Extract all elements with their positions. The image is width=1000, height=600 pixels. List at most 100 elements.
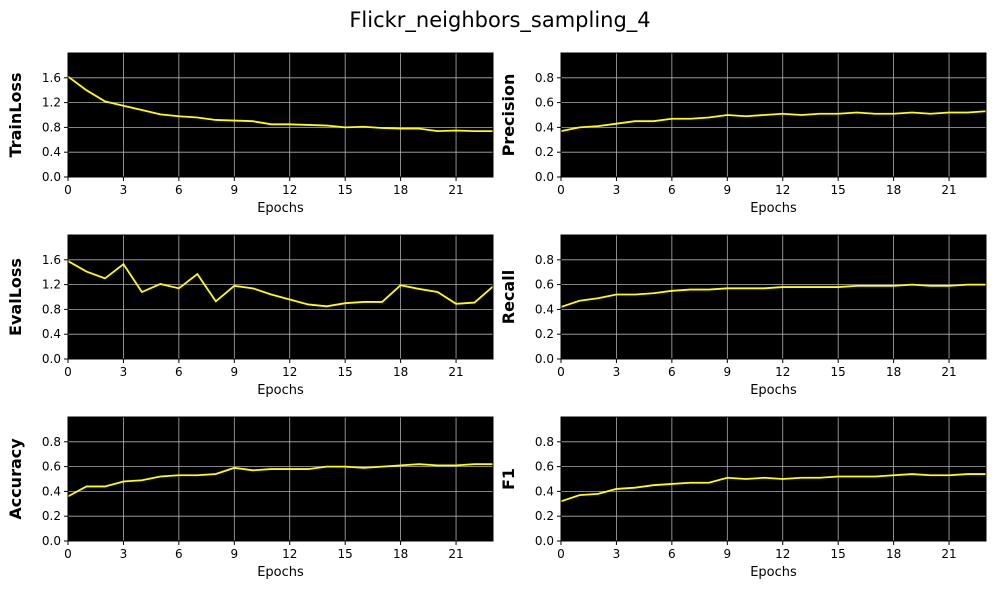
accuracy-xtick-label: 18 — [393, 547, 408, 561]
f1-series-line — [560, 473, 986, 503]
trainloss-axes-frame — [67, 52, 494, 178]
evalloss-ytick-label: 0.0 — [42, 352, 61, 366]
precision-ytick-label: 0.8 — [535, 71, 554, 85]
f1-ytick-label: 0.6 — [535, 460, 554, 474]
accuracy-ytick-label: 0.6 — [42, 460, 61, 474]
f1-ytick-label: 0.2 — [535, 509, 554, 523]
recall-xtick-label: 0 — [557, 365, 565, 379]
trainloss-plot-area — [68, 53, 493, 177]
recall-xlabel: Epochs — [750, 383, 797, 398]
accuracy-ytick-label: 0.4 — [42, 484, 61, 498]
trainloss-ytick-label: 0.0 — [42, 170, 61, 184]
f1-xtick-label: 0 — [557, 547, 565, 561]
subplot-f1: 0 3 6 9 12 15 18 21 0.0 0.2 0.4 0.6 0.8 Epochs F1 — [499, 416, 987, 580]
accuracy-xtick-label: 6 — [175, 547, 183, 561]
recall-ytick-label: 0.4 — [535, 302, 554, 316]
trainloss-ytick-label: 1.2 — [42, 96, 61, 110]
evalloss-ytick-label: 1.2 — [42, 278, 61, 292]
precision-xtick-label: 18 — [886, 183, 901, 197]
subplot-accuracy: 0 3 6 9 12 15 18 21 0.0 0.2 0.4 0.6 0.8 Epochs Accurac… — [6, 416, 494, 580]
recall-ytick-label: 0.8 — [535, 253, 554, 267]
precision-xtick-label: 15 — [831, 183, 846, 197]
evalloss-xtick-label: 3 — [120, 365, 128, 379]
recall-xtick-label: 3 — [613, 365, 621, 379]
f1-xtick-label: 9 — [723, 547, 731, 561]
trainloss-xtick-label: 18 — [393, 183, 408, 197]
evalloss-xlabel: Epochs — [257, 383, 304, 398]
precision-xtick-label: 21 — [941, 183, 956, 197]
figure-title: Flickr_neighbors_sampling_4 — [349, 8, 651, 32]
accuracy-xlabel: Epochs — [257, 565, 304, 580]
f1-ytick-label: 0.0 — [535, 534, 554, 548]
evalloss-ytick-label: 1.6 — [42, 253, 61, 267]
trainloss-ytick-label: 0.4 — [42, 145, 61, 159]
evalloss-ytick-label: 0.4 — [42, 327, 61, 341]
accuracy-ytick-label: 0.0 — [42, 534, 61, 548]
accuracy-ytick-label: 0.2 — [42, 509, 61, 523]
f1-xtick-label: 6 — [668, 547, 676, 561]
evalloss-ylabel: EvalLoss — [6, 258, 25, 336]
evalloss-xtick-label: 15 — [338, 365, 353, 379]
recall-xtick-label: 15 — [831, 365, 846, 379]
f1-xtick-label: 21 — [941, 547, 956, 561]
trainloss-ytick-label: 1.6 — [42, 71, 61, 85]
trainloss-ytick-label: 0.8 — [42, 120, 61, 134]
precision-xtick-label: 0 — [557, 183, 565, 197]
accuracy-plot-area — [68, 417, 493, 541]
recall-plot-area — [561, 235, 986, 359]
evalloss-xtick-label: 18 — [393, 365, 408, 379]
evalloss-xtick-label: 6 — [175, 365, 183, 379]
subplot-trainloss: 0 3 6 9 12 15 18 21 0.0 0.4 0.8 1.2 1.6 Epochs TrainLo… — [6, 52, 494, 216]
accuracy-series-line — [67, 463, 493, 498]
accuracy-axes-frame — [67, 416, 494, 542]
trainloss-xlabel: Epochs — [257, 201, 304, 216]
precision-ytick-label: 0.0 — [535, 170, 554, 184]
f1-axes-frame — [560, 416, 987, 542]
subplot-precision: 0 3 6 9 12 15 18 21 0.0 0.2 0.4 0.6 0.8 Epochs Precisi… — [499, 52, 987, 216]
precision-ylabel: Precision — [499, 74, 518, 157]
recall-xtick-label: 9 — [723, 365, 731, 379]
precision-xtick-label: 12 — [775, 183, 790, 197]
evalloss-axes-frame — [67, 234, 494, 360]
recall-ytick-label: 0.0 — [535, 352, 554, 366]
f1-xlabel: Epochs — [750, 565, 797, 580]
f1-xtick-label: 15 — [831, 547, 846, 561]
accuracy-xtick-label: 9 — [230, 547, 238, 561]
trainloss-series-line — [67, 75, 493, 133]
precision-xlabel: Epochs — [750, 201, 797, 216]
evalloss-xtick-label: 0 — [64, 365, 72, 379]
precision-axes-frame — [560, 52, 987, 178]
f1-xtick-label: 12 — [775, 547, 790, 561]
accuracy-xtick-label: 15 — [338, 547, 353, 561]
trainloss-xtick-label: 0 — [64, 183, 72, 197]
accuracy-xtick-label: 0 — [64, 547, 72, 561]
recall-xtick-label: 6 — [668, 365, 676, 379]
accuracy-xtick-label: 21 — [448, 547, 463, 561]
evalloss-ytick-label: 0.8 — [42, 302, 61, 316]
accuracy-ylabel: Accuracy — [6, 438, 25, 520]
trainloss-xtick-label: 21 — [448, 183, 463, 197]
precision-ytick-label: 0.4 — [535, 120, 554, 134]
trainloss-xtick-label: 12 — [282, 183, 297, 197]
recall-xtick-label: 12 — [775, 365, 790, 379]
trainloss-xtick-label: 6 — [175, 183, 183, 197]
trainloss-ylabel: TrainLoss — [6, 73, 25, 158]
evalloss-series-line — [67, 260, 494, 308]
subplot-evalloss: 0 3 6 9 12 15 18 21 0.0 0.4 0.8 1.2 1.6 Epochs EvalLos… — [6, 234, 494, 398]
trainloss-xtick-label: 9 — [230, 183, 238, 197]
subplot-recall: 0 3 6 9 12 15 18 21 0.0 0.2 0.4 0.6 0.8 Epochs Recall — [499, 234, 987, 398]
f1-xtick-label: 18 — [886, 547, 901, 561]
trainloss-xtick-label: 15 — [338, 183, 353, 197]
f1-xtick-label: 3 — [613, 547, 621, 561]
recall-ytick-label: 0.2 — [535, 327, 554, 341]
recall-ytick-label: 0.6 — [535, 278, 554, 292]
precision-series-line — [560, 110, 987, 133]
precision-xtick-label: 9 — [723, 183, 731, 197]
evalloss-xtick-label: 12 — [282, 365, 297, 379]
recall-axes-frame — [560, 234, 987, 360]
f1-ytick-label: 0.8 — [535, 435, 554, 449]
f1-ytick-label: 0.4 — [535, 484, 554, 498]
recall-xtick-label: 21 — [941, 365, 956, 379]
recall-series-line — [560, 283, 986, 308]
